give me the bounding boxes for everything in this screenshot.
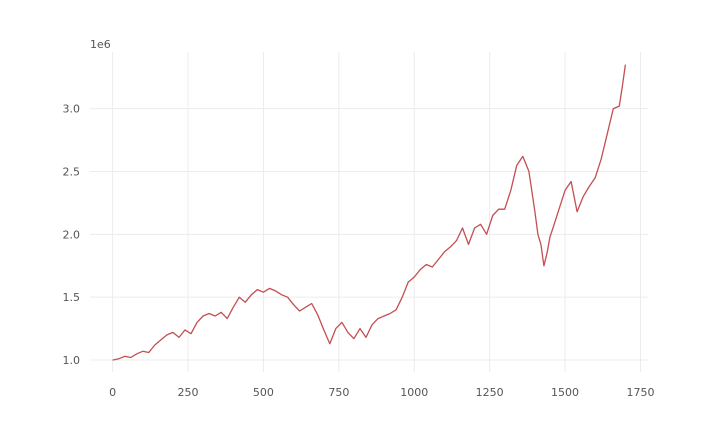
axes: 0 250 500 750 1000 1250 1500 1750 1.0 1.5 2.0 2.5 3.… (63, 103, 655, 399)
x-tick-label: 0 (109, 386, 116, 399)
x-tick-label: 1500 (551, 386, 579, 399)
y-tick-label: 2.0 (63, 228, 81, 241)
y-tick-label: 3.0 (63, 103, 81, 116)
x-tick-label: 250 (178, 386, 199, 399)
grid (90, 52, 648, 372)
y-tick-label: 1.0 (63, 354, 81, 367)
x-tick-label: 750 (328, 386, 349, 399)
x-tick-label: 500 (253, 386, 274, 399)
y-axis-scale-label: 1e6 (90, 38, 111, 51)
x-tick-label: 1750 (626, 386, 654, 399)
series-line (112, 64, 627, 361)
y-tick-label: 2.5 (63, 165, 81, 178)
x-tick-label: 1250 (476, 386, 504, 399)
y-tick-label: 1.5 (63, 291, 81, 304)
x-tick-label: 1000 (400, 386, 428, 399)
